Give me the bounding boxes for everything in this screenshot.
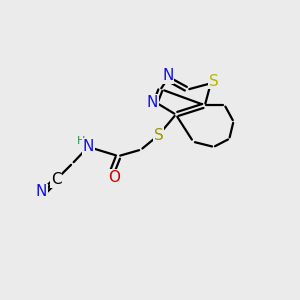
Text: H: H: [77, 136, 86, 146]
Text: N: N: [82, 140, 94, 154]
Text: S: S: [209, 74, 219, 88]
Text: O: O: [108, 170, 120, 185]
Text: N: N: [162, 68, 173, 83]
Text: N: N: [146, 95, 158, 110]
Text: S: S: [154, 128, 163, 143]
Text: C: C: [51, 172, 62, 187]
Text: N: N: [35, 184, 47, 200]
